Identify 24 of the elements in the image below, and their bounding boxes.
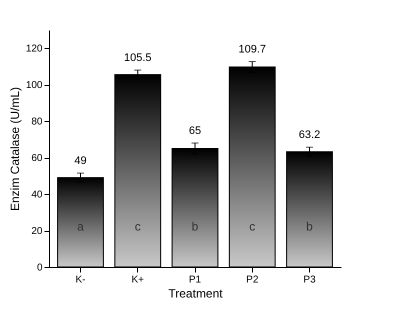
annotation: b	[192, 220, 199, 234]
y-tick-label: 20	[31, 226, 43, 238]
x-tick-label: P1	[188, 274, 202, 286]
x-axis-title: Treatment	[168, 286, 224, 300]
y-tick-label: 80	[31, 116, 43, 128]
annotation: b	[306, 220, 314, 234]
data-label: 65	[188, 125, 202, 138]
x-tick-label: K+	[131, 274, 144, 286]
annotation: a	[77, 220, 84, 234]
data-label: 105.5	[124, 52, 152, 64]
annotation: c	[134, 220, 141, 234]
y-tick-label: 40	[31, 190, 43, 201]
y-tick-label: 120	[26, 44, 43, 55]
data-label: 63.2	[298, 129, 320, 142]
y-tick-label: 0	[36, 262, 43, 274]
data-label: 49	[74, 155, 87, 168]
x-tick-label: K-	[75, 274, 86, 286]
data-label: 109.7	[238, 44, 266, 56]
x-tick-label: P2	[246, 274, 259, 286]
annotation: c	[249, 220, 256, 234]
x-tick-label: P3	[303, 274, 316, 286]
y-axis-title: Enzim Catalase (U/mL)	[8, 86, 22, 212]
y-tick-label: 60	[31, 153, 43, 164]
y-tick-label: 100	[26, 80, 43, 92]
